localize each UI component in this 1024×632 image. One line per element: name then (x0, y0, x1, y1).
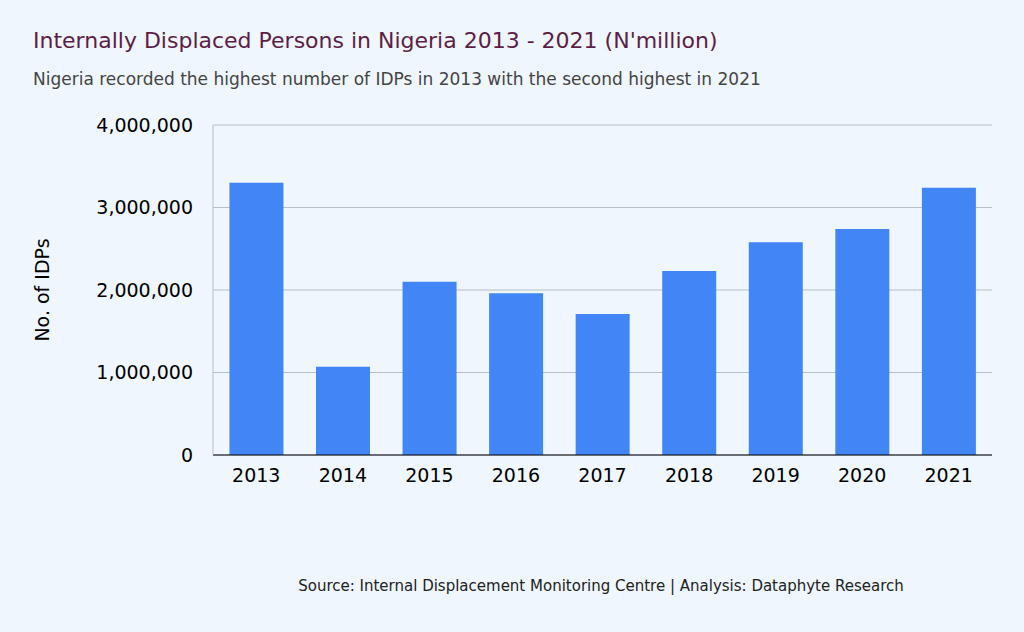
svg-text:2013: 2013 (232, 464, 280, 486)
svg-text:2018: 2018 (665, 464, 713, 486)
svg-text:2020: 2020 (838, 464, 886, 486)
svg-text:2017: 2017 (578, 464, 626, 486)
html-text:Internally Displaced Persons i: Internally Displaced Persons in Nigeria … (33, 28, 718, 53)
html-text:Source: Internal Displacement: Source: Internal Displacement Monitoring… (298, 577, 904, 595)
svg-text:2021: 2021 (925, 464, 973, 486)
svg-text:2,000,000: 2,000,000 (96, 279, 193, 301)
svg-text:No. of IDPs: No. of IDPs (31, 238, 53, 341)
svg-text:1,000,000: 1,000,000 (96, 361, 193, 383)
svg-text:2019: 2019 (751, 464, 799, 486)
svg-text:2015: 2015 (405, 464, 453, 486)
svg-text:2014: 2014 (319, 464, 367, 486)
svg-text:4,000,000: 4,000,000 (96, 114, 193, 136)
svg-text:3,000,000: 3,000,000 (96, 196, 193, 218)
html-text:Nigeria recorded the highest n: Nigeria recorded the highest number of I… (33, 69, 761, 89)
svg-text:2016: 2016 (492, 464, 540, 486)
svg-text:0: 0 (181, 444, 193, 466)
